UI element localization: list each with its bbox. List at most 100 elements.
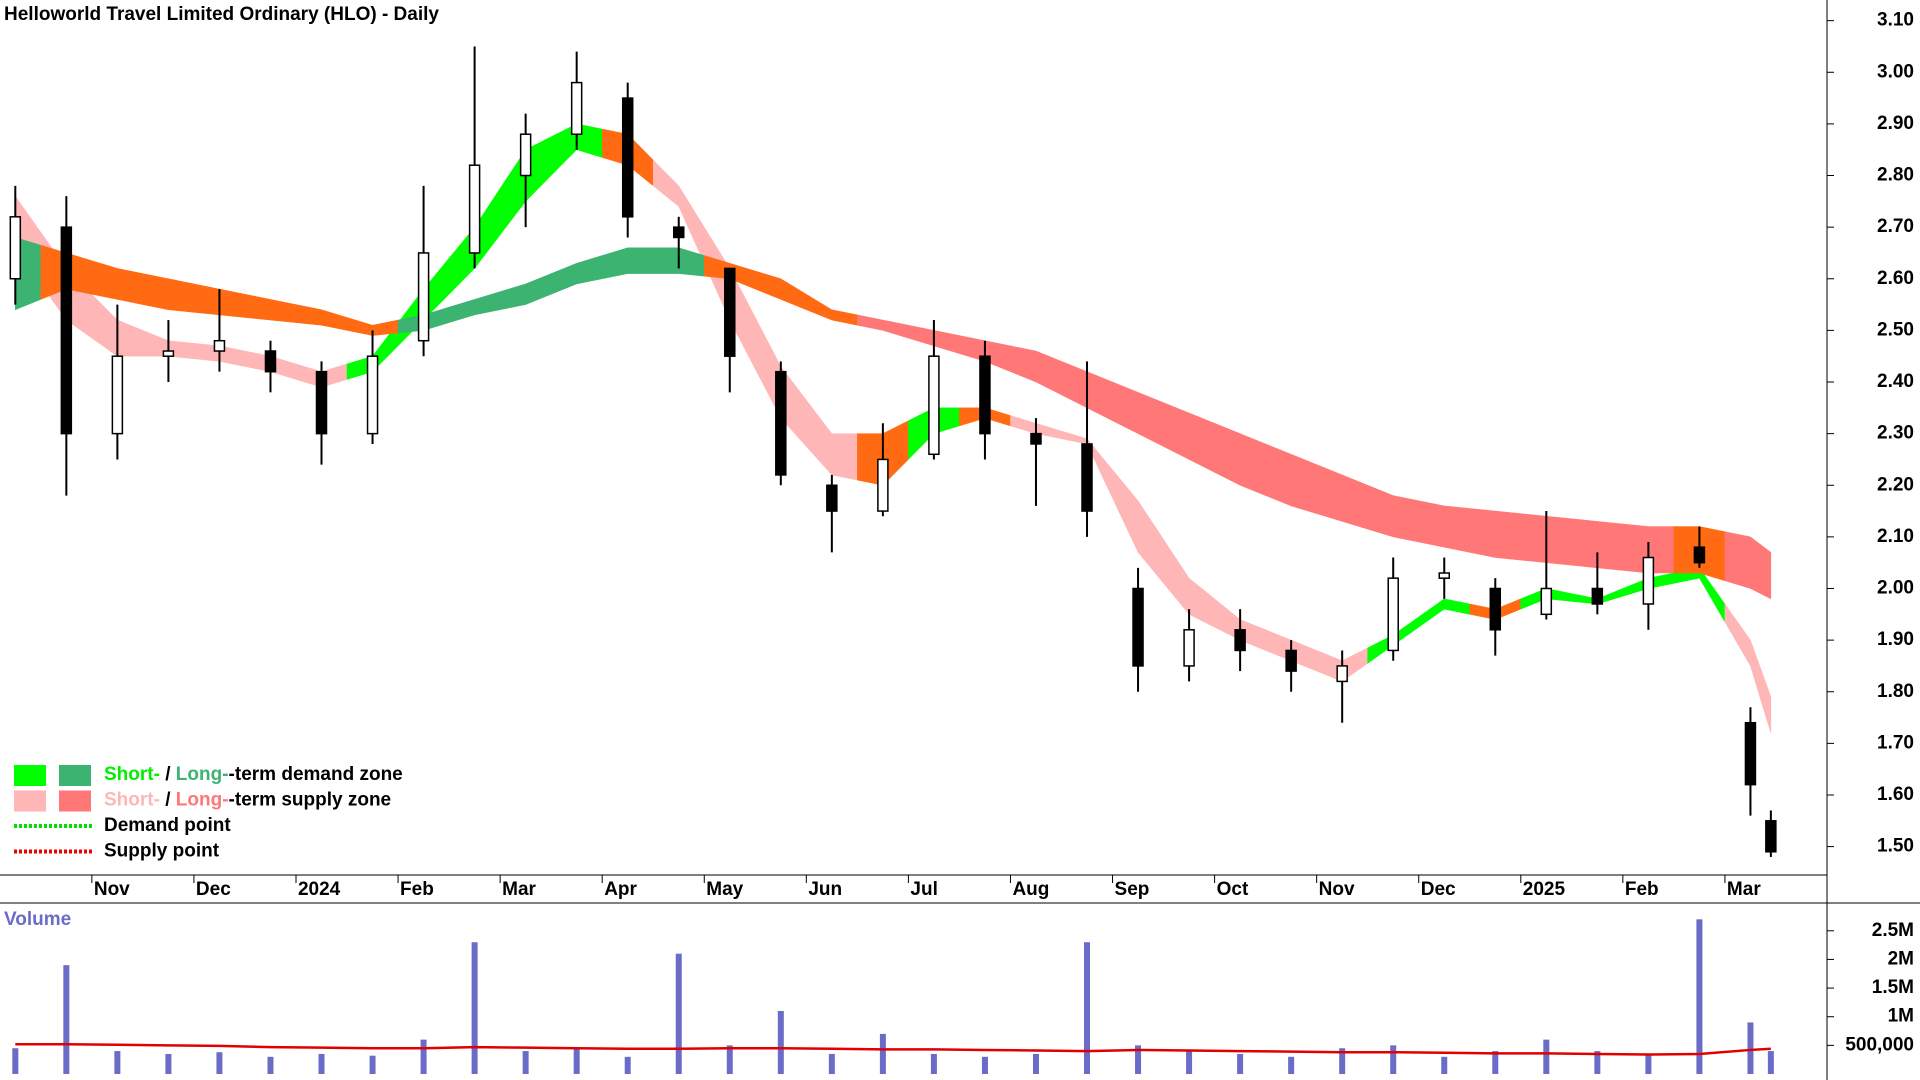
legend-text: Short- <box>104 790 160 811</box>
candle-body <box>162 350 175 357</box>
x-tick-label: 2024 <box>298 879 341 900</box>
volume-bar <box>1747 1022 1754 1074</box>
candle-body <box>724 267 736 357</box>
zone-segment <box>1239 433 1266 496</box>
volume-bar <box>930 1053 937 1074</box>
volume-bar <box>522 1051 529 1074</box>
y-tick-label: 1.5M <box>1872 977 1914 998</box>
candle-body <box>111 355 124 435</box>
candle-body <box>1540 587 1553 616</box>
volume-bar <box>879 1033 886 1074</box>
candle-body <box>928 355 940 456</box>
candle-body <box>1387 577 1399 652</box>
legend-text: Short- <box>104 764 160 785</box>
zone-segment <box>1760 544 1772 600</box>
candle-body <box>775 370 787 476</box>
y-tick-label: 2.90 <box>1877 113 1914 134</box>
y-tick-label: 1.60 <box>1877 784 1914 805</box>
x-tick-label: Feb <box>1625 879 1659 900</box>
zone-segment <box>1760 668 1772 734</box>
y-tick-label: 1M <box>1888 1006 1914 1027</box>
volume-bar <box>471 942 478 1074</box>
candle-body <box>570 81 583 135</box>
volume-bar <box>369 1055 376 1074</box>
zone-segment <box>1443 505 1471 553</box>
y-tick-label: 2.00 <box>1877 578 1914 599</box>
x-tick-label: Jul <box>910 879 937 900</box>
candle-body <box>979 355 991 435</box>
zone-segment <box>1520 513 1547 563</box>
volume-bar <box>114 1051 121 1074</box>
candle-body <box>1438 572 1450 579</box>
legend-text: -term supply zone <box>229 790 392 811</box>
volume-bar <box>981 1056 988 1074</box>
zone-segment <box>1418 500 1445 548</box>
y-tick-label: 1.90 <box>1877 629 1914 650</box>
zone-segment <box>1495 510 1522 561</box>
volume-bar <box>828 1053 835 1074</box>
x-tick-label: Dec <box>1421 879 1456 900</box>
volume-bar <box>1288 1056 1295 1074</box>
legend-text: / <box>160 764 176 785</box>
zone-segment <box>1546 515 1573 566</box>
candle-body <box>1030 432 1042 445</box>
zone-segment <box>1597 521 1624 571</box>
zone-segment <box>193 283 220 316</box>
y-tick-label: 2.60 <box>1877 268 1914 289</box>
candle-body <box>1285 649 1297 672</box>
y-tick-label: 2.30 <box>1877 423 1914 444</box>
candle-body <box>264 350 277 373</box>
legend-swatch <box>59 765 91 786</box>
zone-segment <box>219 288 246 318</box>
candle-body <box>1693 546 1706 564</box>
legend-swatch <box>14 790 46 812</box>
candle-body <box>213 339 226 352</box>
legend-text: / <box>160 790 176 811</box>
x-tick-label: Sep <box>1115 879 1150 900</box>
legend-label: Short- / Long--term demand zone <box>104 764 403 785</box>
y-tick-label: 3.00 <box>1877 61 1914 82</box>
volume-bar <box>1390 1045 1397 1074</box>
volume-bar <box>726 1045 733 1074</box>
x-tick-label: Apr <box>604 879 637 900</box>
y-tick-label: 3.10 <box>1877 10 1914 31</box>
y-tick-label: 1.80 <box>1877 681 1914 702</box>
candle-body <box>1234 629 1246 652</box>
y-tick-label: 2.20 <box>1877 474 1914 495</box>
y-tick-label: 1.50 <box>1877 836 1914 857</box>
candle-body <box>1642 556 1655 605</box>
x-tick-label: Nov <box>94 879 130 900</box>
candle-body <box>1081 443 1093 512</box>
zone-segment <box>627 247 654 274</box>
volume-bar <box>624 1056 631 1074</box>
volume-bar <box>1032 1053 1039 1074</box>
volume-bar <box>1492 1051 1499 1074</box>
zone-segment <box>1290 453 1317 514</box>
legend-label: Supply point <box>104 841 220 862</box>
candle-body <box>1489 587 1502 631</box>
volume-bar <box>1767 1051 1774 1074</box>
candle-body <box>60 226 73 435</box>
x-tick-label: Mar <box>1727 879 1761 900</box>
volume-bar <box>1084 942 1091 1074</box>
volume-bar <box>1237 1053 1244 1074</box>
volume-bar <box>1339 1048 1346 1074</box>
zone-segment <box>1571 518 1598 569</box>
volume-bar <box>165 1053 172 1074</box>
y-tick-label: 500,000 <box>1845 1034 1914 1055</box>
x-tick-label: Dec <box>196 879 231 900</box>
x-tick-label: Aug <box>1012 879 1049 900</box>
legend-text: Demand point <box>104 815 231 836</box>
candle-body <box>621 97 634 218</box>
volume-bar <box>1186 1051 1193 1074</box>
volume-bar <box>1645 1053 1652 1074</box>
candle-body <box>1765 820 1777 853</box>
volume-bar <box>12 1048 19 1074</box>
legend-label: Short- / Long--term supply zone <box>104 790 391 811</box>
x-tick-label: Mar <box>502 879 536 900</box>
x-tick-label: Feb <box>400 879 434 900</box>
volume-bar <box>573 1048 580 1074</box>
zone-segment <box>1265 443 1292 507</box>
candle-body <box>315 370 328 435</box>
